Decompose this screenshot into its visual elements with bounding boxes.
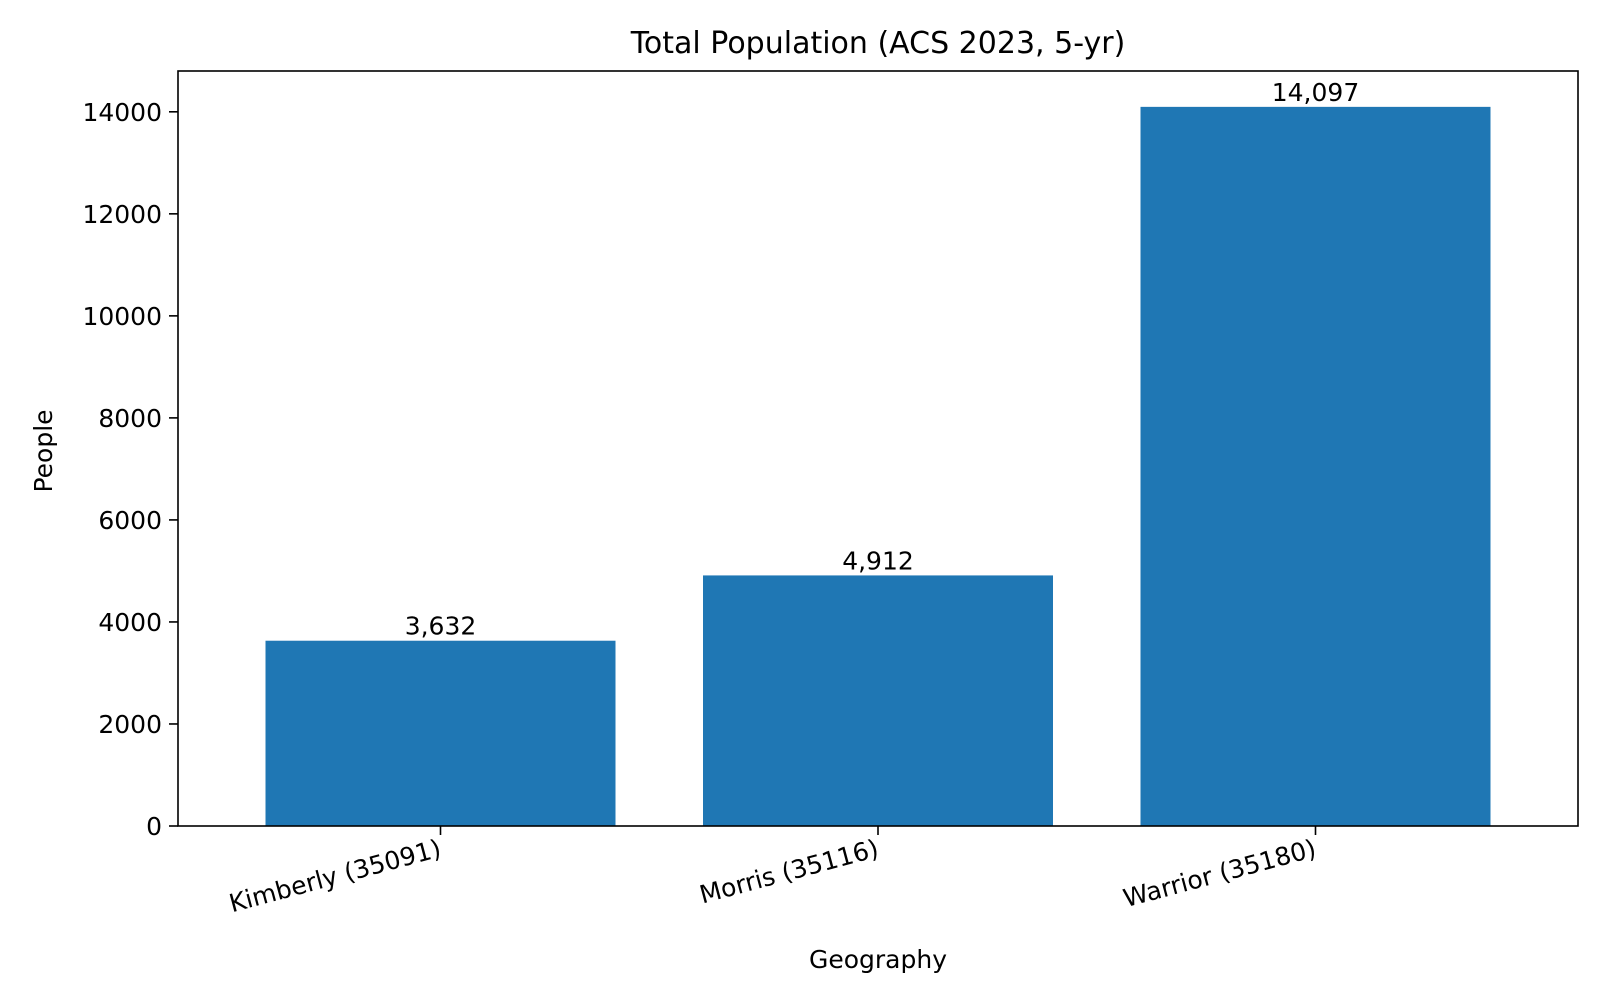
x-tick-label: Kimberly (35091) [226,834,444,918]
y-tick-label: 0 [146,812,162,841]
bar [703,575,1053,826]
y-tick-label: 12000 [82,200,162,229]
x-axis-label: Geography [809,945,947,974]
x-axis: Kimberly (35091) Morris (35116) Warrior (3… [226,826,1319,918]
bar-value-label: 14,097 [1272,78,1359,107]
x-tick-label: Morris (35116) [696,834,881,910]
y-tick-label: 2000 [98,710,162,739]
y-tick-label: 10000 [82,302,162,331]
y-tick-label: 8000 [98,404,162,433]
bar [265,640,616,826]
y-tick-label: 14000 [82,98,162,127]
y-axis: 0 2000 4000 6000 8000 10000 12000 14000 [82,98,178,841]
bar-value-label: 4,912 [842,546,914,575]
bar [1140,106,1491,827]
y-axis-label: People [29,409,58,492]
chart-title: Total Population (ACS 2023, 5-yr) [630,26,1126,61]
y-tick-label: 6000 [98,506,162,535]
bar-value-label: 3,632 [405,612,477,641]
plot-area: 3,632 4,912 14,097 [265,78,1491,827]
x-tick-label: Warrior (35180) [1120,834,1319,913]
y-tick-label: 4000 [98,608,162,637]
